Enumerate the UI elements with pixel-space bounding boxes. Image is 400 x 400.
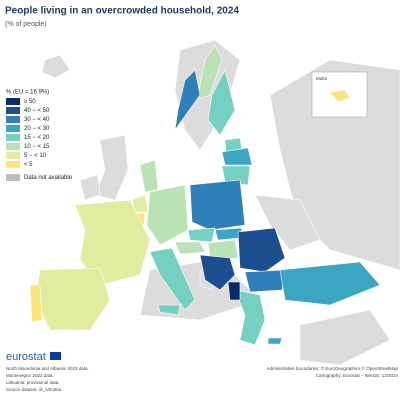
country bbox=[146, 184, 189, 246]
title: People living in an overcrowded househol… bbox=[5, 6, 239, 17]
country bbox=[207, 69, 236, 136]
country bbox=[29, 284, 43, 323]
country bbox=[234, 289, 266, 346]
country bbox=[174, 69, 201, 131]
legend-label: 30 − < 40 bbox=[24, 117, 50, 123]
legend-label: 10 − < 15 bbox=[24, 144, 50, 150]
legend-swatch bbox=[6, 143, 20, 150]
legend: ≥ 50 40 − < 50 30 − < 40 20 − < 30 15 − < 20… bbox=[6, 98, 73, 181]
eu-flag bbox=[50, 352, 61, 360]
logo: eurostat bbox=[6, 351, 46, 363]
legend-swatch bbox=[6, 116, 20, 123]
legend-label: Data not available bbox=[24, 175, 73, 181]
note: North Macedonia and Albania: 2023 data. bbox=[6, 366, 89, 371]
notes: North Macedonia and Albania: 2023 data. M… bbox=[6, 366, 89, 392]
country bbox=[194, 44, 223, 101]
country bbox=[227, 281, 241, 301]
legend-title: % (EU = 16.9%) bbox=[6, 90, 49, 96]
credit: Administrative boundaries: © EuroGeograp… bbox=[267, 365, 399, 371]
legend-swatch bbox=[6, 107, 20, 114]
country bbox=[221, 165, 251, 186]
note: Source dataset: ilc_lvho05a bbox=[6, 387, 62, 392]
country bbox=[74, 199, 151, 286]
country bbox=[267, 337, 283, 345]
country bbox=[279, 261, 381, 306]
legend-swatch bbox=[6, 152, 20, 159]
legend-label: 5 − < 10 bbox=[24, 153, 47, 159]
credit: Cartography: Eurostat – IMAGE, 12/2024 bbox=[316, 373, 399, 378]
legend-swatch bbox=[6, 161, 20, 168]
country bbox=[149, 247, 196, 311]
country bbox=[199, 254, 236, 291]
country bbox=[174, 241, 206, 255]
legend-swatch bbox=[6, 125, 20, 132]
legend-label: ≥ 50 bbox=[24, 99, 36, 105]
inset-label: Malta bbox=[316, 76, 328, 81]
country bbox=[237, 227, 286, 273]
legend-label: 20 − < 30 bbox=[24, 126, 50, 132]
note: Montenegro: 2022 data. bbox=[6, 373, 54, 378]
legend-swatch bbox=[6, 174, 20, 181]
legend-swatch bbox=[6, 134, 20, 141]
country bbox=[139, 159, 159, 193]
note: Lithuania: provisional data. bbox=[6, 380, 60, 385]
legend-label: < 5 bbox=[24, 162, 33, 168]
countries bbox=[29, 44, 381, 346]
country bbox=[207, 239, 239, 261]
subtitle: (% of people) bbox=[5, 21, 47, 28]
malta bbox=[329, 89, 351, 103]
country bbox=[244, 269, 286, 293]
country bbox=[187, 227, 216, 243]
country bbox=[34, 267, 111, 331]
legend-swatch bbox=[6, 98, 20, 105]
legend-label: 40 − < 50 bbox=[24, 108, 50, 114]
legend-label: 15 − < 20 bbox=[24, 135, 50, 141]
country bbox=[221, 147, 253, 166]
country bbox=[157, 304, 181, 316]
country bbox=[189, 179, 246, 231]
